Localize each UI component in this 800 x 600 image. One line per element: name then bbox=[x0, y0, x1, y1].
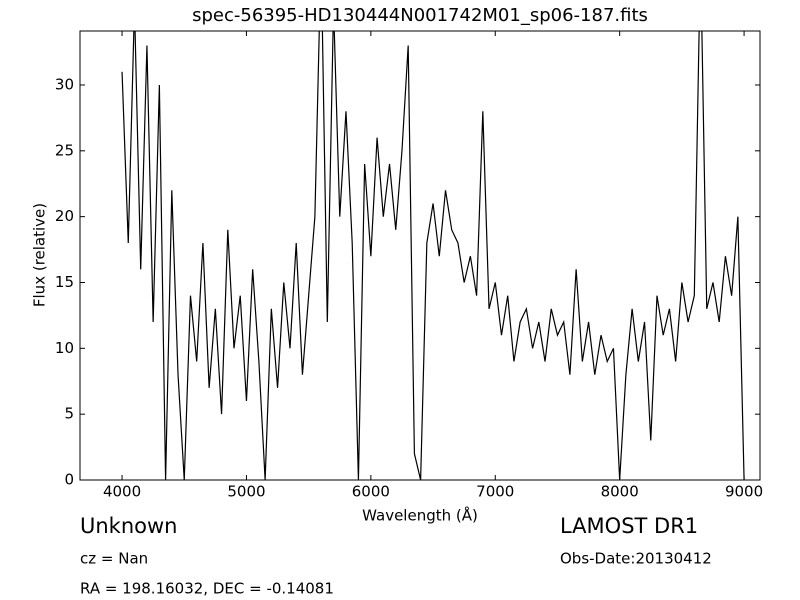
x-tick-label: 4000 bbox=[103, 483, 141, 501]
spectrum-line bbox=[121, 31, 745, 480]
x-tick-label: 6000 bbox=[352, 483, 390, 501]
y-tick-label: 10 bbox=[55, 339, 74, 357]
plot-frame bbox=[79, 30, 761, 481]
obs-date: Obs-Date:20130412 bbox=[560, 550, 712, 568]
y-tick-label: 0 bbox=[64, 471, 74, 489]
y-tick-label: 15 bbox=[55, 273, 74, 291]
y-axis-label: Flux (relative) bbox=[31, 203, 49, 307]
coordinates: RA = 198.16032, DEC = -0.14081 bbox=[80, 580, 334, 598]
y-tick-label: 5 bbox=[64, 405, 74, 423]
object-class: Unknown bbox=[80, 514, 177, 538]
x-axis-label: Wavelength (Å) bbox=[362, 506, 478, 525]
y-tick-label: 25 bbox=[55, 141, 74, 159]
y-tick-label: 20 bbox=[55, 207, 74, 225]
x-tick-label: 7000 bbox=[476, 483, 514, 501]
x-tick-label: 8000 bbox=[601, 483, 639, 501]
x-tick-label: 9000 bbox=[725, 483, 763, 501]
x-tick-label: 5000 bbox=[227, 483, 265, 501]
y-tick-label: 30 bbox=[55, 75, 74, 93]
redshift: cz = Nan bbox=[80, 550, 148, 568]
chart-title: spec-56395-HD130444N001742M01_sp06-187.f… bbox=[192, 5, 648, 26]
survey: LAMOST DR1 bbox=[560, 514, 698, 538]
